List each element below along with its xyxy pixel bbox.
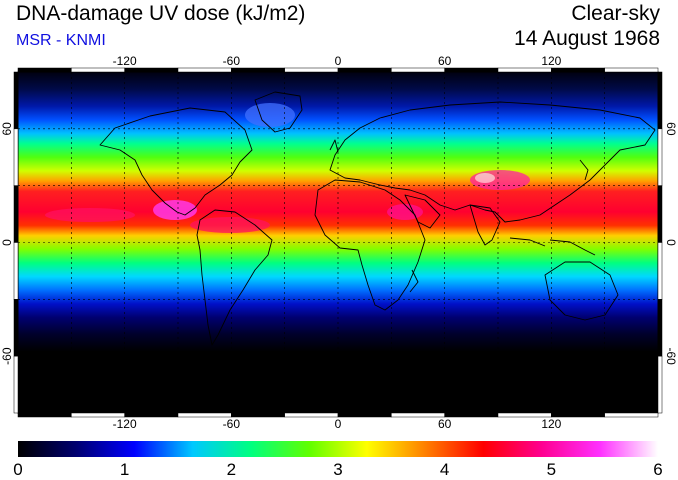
coast-indonesia [509,237,596,256]
colorbar-label: 3 [333,460,342,479]
colorbar-label: 5 [547,460,556,479]
lon-label-bottom: -120 [113,417,137,431]
colorbar-ticks: 0 1 2 3 4 5 6 [13,460,662,479]
lon-label-top: -60 [223,54,241,68]
frame-band-top [231,67,285,73]
lat-label-left: 60 [0,122,14,136]
hotspot-pacific [45,208,135,222]
frame-band-bottom [391,412,445,418]
lon-label-top: -120 [113,54,137,68]
cool-greenland [245,103,295,127]
colorbar-label: 0 [13,460,22,479]
lon-label-bottom: -60 [223,417,241,431]
frame-band-left [13,128,19,186]
frame-band-top [17,67,72,73]
colorbar-label: 6 [653,460,662,479]
coast-greenland [254,91,303,133]
colorbar-label: 2 [227,460,236,479]
frame-band-right [657,242,663,300]
frame-band-bottom [444,412,499,418]
frame-band-top [124,67,179,73]
chart-title: DNA-damage UV dose (kJ/m2) [16,2,306,25]
lon-label-top: 120 [541,54,561,68]
frame-band-top [551,67,605,73]
frame-band-left [13,355,19,414]
frame-band-top [337,67,392,73]
map-ticks: -120 -120 -60 -60 0 0 60 60 120 120 60 60 0 0 -60 -60 [0,54,678,431]
sky-condition-label: Clear-sky [571,2,660,25]
coast-madagascar [409,269,419,293]
lat-label-right: -60 [664,347,678,365]
lat-label-right: 0 [664,239,678,246]
hotspot-arabia [387,204,423,220]
colorbar [18,441,658,457]
colorbar-label: 4 [440,460,449,479]
uv-hotspots [45,103,530,233]
lon-label-top: 60 [438,54,452,68]
frame-band-right [657,71,663,130]
frame-band-top [604,67,659,73]
coast-europe-asia [329,101,656,223]
frame-band-top [71,67,125,73]
lat-label-left: 0 [0,239,14,246]
colorbar-label: 1 [120,460,129,479]
frame-band-top [497,67,552,73]
lon-label-bottom: 0 [335,417,342,431]
frame-band-bottom [604,412,659,418]
coast-africa [314,179,426,311]
frame-band-top [177,67,232,73]
frame-band-left [13,71,19,130]
frame-band-right [657,185,663,243]
frame-band-top [391,67,445,73]
coast-antarctica [18,392,658,401]
lat-label-right: 60 [664,122,678,136]
frame-band-right [657,128,663,186]
coast-india [469,204,501,246]
frame-band-right [657,299,663,357]
coast-japan [579,159,589,181]
lon-label-top: 0 [335,54,342,68]
date-label: 14 August 1968 [514,27,660,50]
hotspot-tibet-core [475,173,495,183]
coast-south-america [196,209,273,346]
coastlines [18,91,658,401]
hotspot-atlantic [190,217,270,233]
frame-band-top [444,67,499,73]
coast-uk [329,139,339,153]
frame-band-bottom [284,412,339,418]
frame-band-left [13,299,19,357]
frame-band-bottom [337,412,392,418]
frame-band-right [657,355,663,414]
frame-band-bottom [17,412,72,418]
lon-label-bottom: 60 [438,417,452,431]
frame-band-top [284,67,339,73]
lat-label-left: -60 [0,347,14,365]
frame-band-left [13,185,19,243]
coast-arabia [404,194,441,229]
frame-band-left [13,242,19,300]
lon-label-bottom: 120 [541,417,561,431]
coast-australia [544,261,619,321]
gridlines [18,72,658,413]
coast-north-america [99,107,253,216]
source-label: MSR - KNMI [16,32,106,49]
